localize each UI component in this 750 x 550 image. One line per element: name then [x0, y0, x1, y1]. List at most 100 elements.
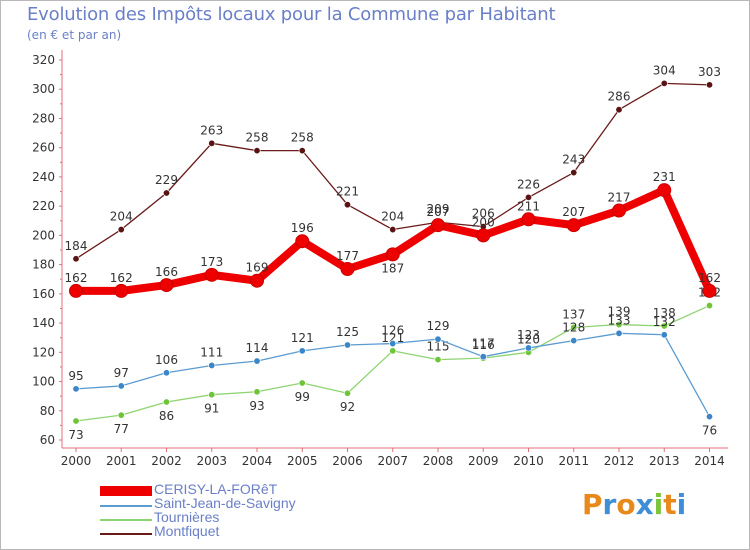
y-tick-label-240: 240 [32, 170, 55, 184]
point-tournieres-2006 [343, 389, 351, 397]
point-saint-jean-de-savigny-2010 [524, 344, 532, 352]
point-tournieres-2003 [208, 391, 216, 399]
data-label-montfiquet-2014: 303 [698, 65, 721, 79]
point-saint-jean-de-savigny-2005 [298, 347, 306, 355]
y-tick-label-60: 60 [40, 433, 55, 447]
y-tick-label-220: 220 [32, 199, 55, 213]
legend-swatch-tournieres [100, 519, 152, 521]
x-tick-label-2009: 2009 [468, 454, 499, 468]
point-saint-jean-de-savigny-2001 [117, 382, 125, 390]
data-label-montfiquet-2007: 204 [381, 210, 404, 224]
data-label-tournieres-2004: 93 [249, 399, 264, 413]
legend-label-saint-jean: Saint-Jean-de-Savigny [154, 495, 296, 511]
x-tick-label-2014: 2014 [694, 454, 725, 468]
point-saint-jean-de-savigny-2007 [389, 340, 397, 348]
data-label-saint-jean-de-savigny-2012: 133 [608, 313, 631, 327]
legend-swatch-montfiquet [100, 533, 152, 535]
data-label-montfiquet-2009: 206 [472, 207, 495, 221]
point-saint-jean-de-savigny-2000 [72, 385, 80, 393]
point-saint-jean-de-savigny-2008 [434, 335, 442, 343]
data-label-cerisy-la-foret-2004: 169 [246, 261, 269, 275]
point-tournieres-2000 [72, 417, 80, 425]
point-saint-jean-de-savigny-2014 [705, 413, 713, 421]
data-label-montfiquet-2011: 243 [562, 153, 585, 167]
point-saint-jean-de-savigny-2009 [479, 353, 487, 361]
x-tick-label-2008: 2008 [423, 454, 454, 468]
data-label-montfiquet-2008: 209 [427, 202, 450, 216]
y-tick-label-80: 80 [40, 404, 55, 418]
data-label-saint-jean-de-savigny-2013: 132 [653, 315, 676, 329]
y-tick-label-280: 280 [32, 111, 55, 125]
point-saint-jean-de-savigny-2006 [343, 341, 351, 349]
point-tournieres-2007 [389, 347, 397, 355]
data-label-saint-jean-de-savigny-2000: 95 [68, 369, 83, 383]
point-cerisy-la-foret-2003 [204, 267, 219, 282]
y-tick-label-300: 300 [32, 82, 55, 96]
data-label-saint-jean-de-savigny-2010: 123 [517, 328, 540, 342]
data-label-tournieres-2003: 91 [204, 402, 219, 416]
logo-letter: i [653, 488, 664, 521]
data-label-cerisy-la-foret-2014: 162 [698, 271, 721, 285]
x-tick-label-2012: 2012 [604, 454, 635, 468]
logo-letter: x [635, 488, 654, 521]
point-montfiquet-2013 [660, 79, 668, 87]
data-label-tournieres-2001: 77 [114, 422, 129, 436]
data-label-tournieres-2005: 99 [295, 390, 310, 404]
point-montfiquet-2010 [524, 193, 532, 201]
data-label-saint-jean-de-savigny-2011: 128 [562, 321, 585, 335]
logo-letter: P [582, 488, 603, 521]
point-cerisy-la-foret-2013 [657, 183, 672, 198]
data-label-saint-jean-de-savigny-2003: 111 [200, 345, 223, 359]
point-cerisy-la-foret-2006 [340, 262, 355, 276]
data-label-tournieres-2008: 115 [427, 340, 450, 354]
x-tick-label-2000: 2000 [61, 454, 92, 468]
x-tick-label-2007: 2007 [377, 454, 408, 468]
y-tick-label-260: 260 [32, 141, 55, 155]
data-label-tournieres-2009: 116 [472, 338, 495, 352]
chart-subtitle: (en € et par an) [27, 28, 122, 42]
legend-label-cerisy: CERISY-LA-FORêT [154, 481, 278, 497]
legend-label-tournieres: Tournières [154, 509, 220, 525]
data-label-saint-jean-de-savigny-2005: 121 [291, 331, 314, 345]
data-label-montfiquet-2001: 204 [110, 210, 133, 224]
point-cerisy-la-foret-2004 [250, 273, 264, 288]
point-cerisy-la-foret-2005 [295, 234, 310, 249]
data-label-tournieres-2000: 73 [68, 428, 83, 442]
data-label-cerisy-la-foret-2005: 196 [291, 221, 314, 235]
data-label-montfiquet-2002: 229 [155, 173, 178, 187]
data-label-montfiquet-2013: 304 [653, 63, 676, 77]
point-montfiquet-2012 [615, 106, 623, 114]
point-tournieres-2001 [117, 411, 125, 419]
point-tournieres-2013 [660, 322, 668, 330]
data-label-cerisy-la-foret-2013: 231 [653, 170, 676, 184]
data-label-montfiquet-2006: 221 [336, 185, 359, 199]
y-tick-label-120: 120 [32, 345, 55, 359]
point-cerisy-la-foret-2002 [159, 278, 174, 293]
proxiti-logo: Proxiti [582, 488, 686, 521]
legend-swatch-saint-jean [100, 505, 152, 507]
point-cerisy-la-foret-2007 [385, 247, 400, 262]
data-label-cerisy-la-foret-2000: 162 [65, 271, 88, 285]
data-label-cerisy-la-foret-2009: 200 [472, 215, 495, 229]
data-label-montfiquet-2005: 258 [291, 131, 314, 145]
data-label-cerisy-la-foret-2006: 177 [336, 249, 359, 263]
point-cerisy-la-foret-2008 [431, 218, 445, 233]
point-saint-jean-de-savigny-2004 [253, 357, 261, 365]
point-montfiquet-2006 [343, 201, 351, 209]
point-tournieres-2011 [570, 323, 578, 331]
x-tick-label-2004: 2004 [242, 454, 273, 468]
data-label-tournieres-2011: 137 [562, 307, 585, 321]
point-montfiquet-2004 [253, 147, 261, 155]
data-label-saint-jean-de-savigny-2008: 129 [427, 319, 450, 333]
point-tournieres-2008 [434, 356, 442, 364]
point-saint-jean-de-savigny-2002 [163, 369, 171, 377]
data-label-cerisy-la-foret-2002: 166 [155, 265, 178, 279]
point-saint-jean-de-savigny-2013 [660, 331, 668, 339]
data-label-tournieres-2013: 138 [653, 306, 676, 320]
data-label-saint-jean-de-savigny-2001: 97 [114, 366, 129, 380]
data-label-cerisy-la-foret-2011: 207 [562, 205, 585, 219]
point-cerisy-la-foret-2011 [566, 218, 581, 233]
data-label-cerisy-la-foret-2003: 173 [200, 255, 223, 269]
